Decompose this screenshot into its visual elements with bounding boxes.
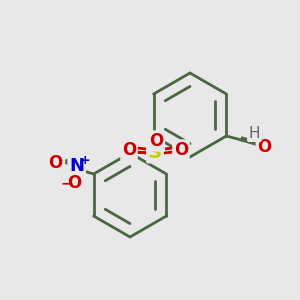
Text: O: O	[257, 138, 272, 156]
Text: H: H	[249, 125, 260, 140]
Text: +: +	[79, 154, 90, 167]
Text: O: O	[122, 141, 136, 159]
Text: S: S	[148, 142, 162, 161]
Text: O: O	[174, 141, 188, 159]
Text: O: O	[149, 132, 164, 150]
Text: −: −	[61, 176, 72, 190]
Text: N: N	[69, 157, 84, 175]
Text: O: O	[49, 154, 63, 172]
Text: O: O	[68, 174, 82, 192]
